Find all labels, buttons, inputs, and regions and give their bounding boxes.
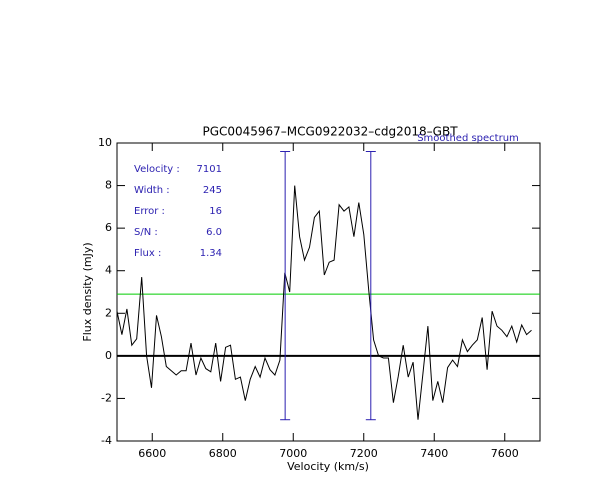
y-tick-label: -2 — [101, 391, 112, 404]
x-tick-label: 7000 — [279, 447, 307, 460]
x-tick-label: 6800 — [209, 447, 237, 460]
y-axis-label: Flux density (mJy) — [81, 242, 94, 341]
y-tick-label: 8 — [105, 179, 112, 192]
annotation-label: Velocity : — [134, 164, 180, 175]
plot-frame — [116, 142, 541, 442]
annotation-label: Error : — [134, 206, 165, 217]
x-axis-label: Velocity (km/s) — [287, 460, 369, 473]
x-tick-label: 7400 — [420, 447, 448, 460]
chart-title: PGC0045967–MCG0922032–cdg2018–GBT — [202, 125, 458, 139]
y-tick-label: 10 — [98, 136, 112, 149]
annotation-value: 16 — [209, 206, 222, 217]
annotation-value: 1.34 — [200, 248, 222, 259]
y-tick-label: 4 — [105, 264, 112, 277]
chart-subtitle: Smoothed spectrum — [417, 133, 519, 144]
annotation-value: 6.0 — [206, 227, 222, 238]
annotation-value: 245 — [203, 185, 222, 196]
x-tick-label: 6600 — [138, 447, 166, 460]
annotation-label: Width : — [134, 185, 170, 196]
spectrum-line — [116, 185, 532, 420]
annotation-value: 7101 — [197, 164, 222, 175]
annotation-label: Flux : — [134, 248, 161, 259]
y-tick-label: 6 — [105, 221, 112, 234]
annotation-label: S/N : — [134, 227, 158, 238]
x-tick-label: 7200 — [350, 447, 378, 460]
y-tick-label: 0 — [105, 349, 112, 362]
x-tick-label: 7600 — [491, 447, 519, 460]
y-tick-label: -4 — [101, 434, 112, 447]
y-tick-label: 2 — [105, 306, 112, 319]
